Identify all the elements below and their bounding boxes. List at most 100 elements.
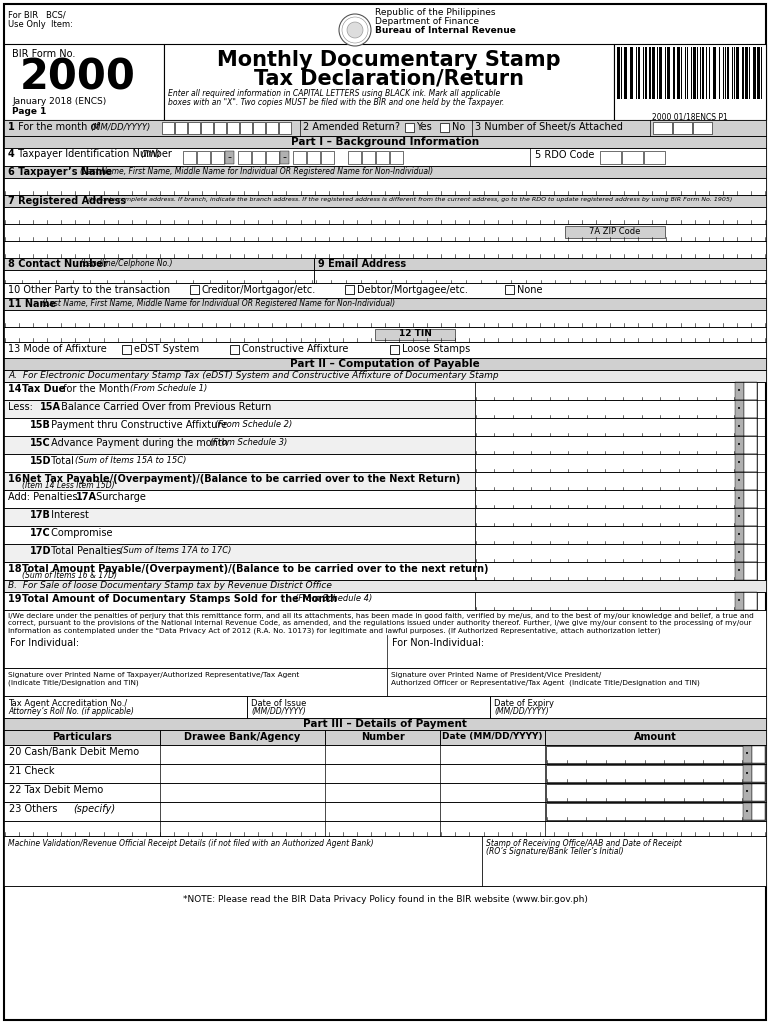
Bar [748,47,749,99]
Bar [4,136,766,148]
Bar [225,151,234,164]
Text: (MM/DD/YYYY): (MM/DD/YYYY) [90,123,150,132]
Bar [4,195,766,207]
Text: 11 Name: 11 Name [8,299,59,309]
Text: 2000 01/18ENCS P1: 2000 01/18ENCS P1 [652,113,728,122]
Bar [719,47,720,99]
Bar [716,47,719,99]
Bar [252,151,265,164]
Bar [761,47,762,99]
Bar [247,696,490,718]
Bar [475,592,757,610]
Bar [4,490,475,508]
Bar [693,122,712,134]
Text: (MM/DD/YYYY): (MM/DD/YYYY) [251,707,306,716]
Bar [653,122,672,134]
Bar [673,122,692,134]
Bar [266,151,279,164]
Bar [266,122,278,134]
Text: •: • [738,388,742,394]
Text: For the month of: For the month of [15,122,103,132]
Text: 9 Email Address: 9 Email Address [318,259,406,269]
Text: 17A: 17A [76,492,97,502]
Text: •: • [738,496,742,502]
Bar [707,47,709,99]
Bar [673,47,675,99]
Text: -: - [283,152,286,162]
Bar [735,526,744,544]
Bar [376,151,389,164]
Bar [713,47,716,99]
Bar [701,47,702,99]
Text: Balance Carried Over from Previous Return: Balance Carried Over from Previous Retur… [58,402,271,412]
Bar [727,47,729,99]
Text: (Sum of Items 17A to 17C): (Sum of Items 17A to 17C) [120,547,231,555]
Bar [735,418,744,436]
Bar [227,122,239,134]
Bar [681,47,682,99]
Bar [622,47,624,99]
Bar [188,122,200,134]
Bar [732,47,733,99]
Text: (Sum of Items 15A to 15C): (Sum of Items 15A to 15C) [75,457,186,466]
Bar [505,285,514,294]
Text: Tax Agent Accreditation No./: Tax Agent Accreditation No./ [8,699,127,708]
Bar [307,151,320,164]
Text: For Non-Individual:: For Non-Individual: [392,638,484,648]
Text: For BIR   BCS/: For BIR BCS/ [8,10,65,19]
Text: Attorney’s Roll No. (if applicable): Attorney’s Roll No. (if applicable) [8,707,134,716]
Text: 17C: 17C [30,528,51,538]
Text: •: • [745,770,749,776]
Bar [665,47,666,99]
Text: Payment thru Constructive Affixture: Payment thru Constructive Affixture [48,420,230,430]
Bar [4,342,766,358]
Bar [649,47,651,99]
Bar [698,47,700,99]
Text: (specify): (specify) [73,804,116,814]
Bar [390,151,403,164]
Text: 23 Others: 23 Others [9,804,61,814]
Text: •: • [738,406,742,412]
Bar [240,122,252,134]
Bar [744,400,757,418]
Bar [345,285,354,294]
Bar [4,418,475,436]
Text: 15A: 15A [40,402,61,412]
Bar [675,47,677,99]
Bar [546,746,765,763]
Circle shape [339,14,371,46]
Text: •: • [738,424,742,430]
Bar [4,370,766,382]
Bar [475,544,757,562]
Bar [680,47,681,99]
Text: Date of Issue: Date of Issue [251,699,306,708]
Bar [750,47,753,99]
Bar [122,345,131,354]
Bar [735,562,744,580]
Text: Tax Declaration/Return: Tax Declaration/Return [254,68,524,88]
Text: 10 Other Party to the transaction: 10 Other Party to the transaction [8,285,170,295]
Text: Surcharge: Surcharge [93,492,146,502]
Text: Part III – Details of Payment: Part III – Details of Payment [303,719,467,729]
Bar [743,784,752,801]
Text: 22 Tax Debit Memo: 22 Tax Debit Memo [9,785,103,795]
Text: Advance Payment during the month: Advance Payment during the month [48,438,231,449]
Bar [720,47,723,99]
Bar [4,668,387,696]
Bar [475,382,757,400]
Bar [600,151,621,164]
Bar [160,730,325,745]
Bar [325,730,440,745]
Text: Add: Penalties: Add: Penalties [8,492,81,502]
Text: I/We declare under the penalties of perjury that this remittance form, and all i: I/We declare under the penalties of perj… [8,613,754,618]
Text: Part I – Background Information: Part I – Background Information [291,137,479,147]
Text: (Landline/Celphone No.): (Landline/Celphone No.) [80,259,172,268]
Bar [723,47,724,99]
Bar [4,241,766,258]
Text: Machine Validation/Revenue Official Receipt Details (if not filed with an Author: Machine Validation/Revenue Official Rece… [8,839,373,848]
Bar [545,730,766,745]
Bar [4,802,766,821]
Text: •: • [738,532,742,538]
Bar [670,47,673,99]
Text: •: • [738,514,742,520]
